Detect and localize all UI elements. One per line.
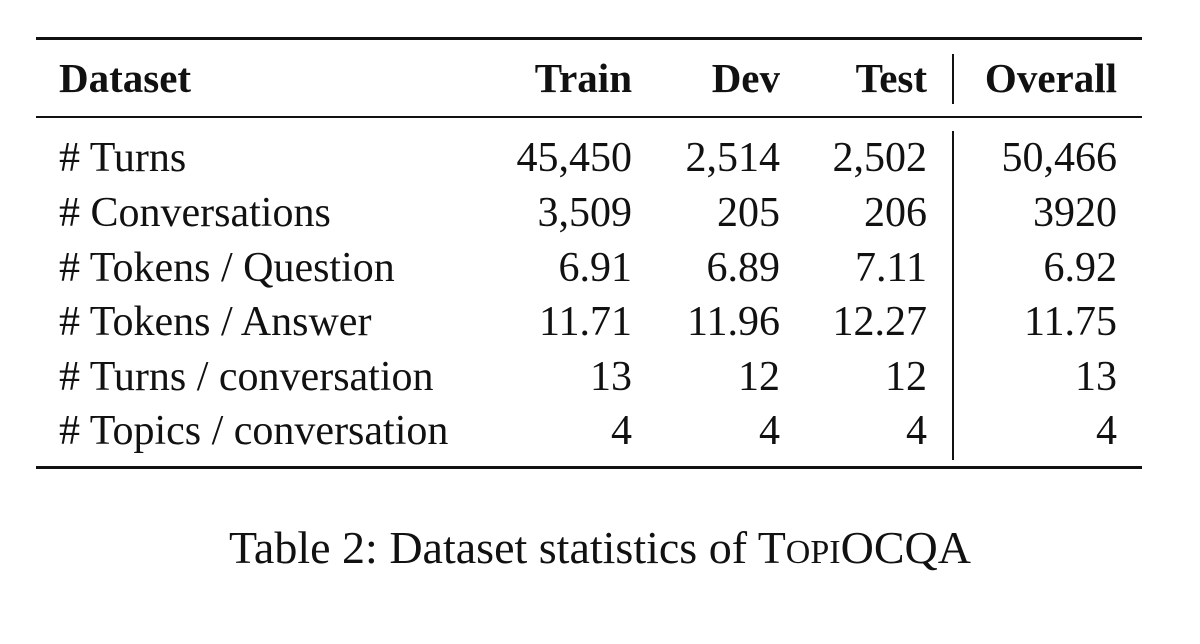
cell-test: 4 <box>906 408 927 454</box>
header-test: Test <box>855 55 927 101</box>
cell-overall: 6.92 <box>1043 245 1118 291</box>
table-caption: Table 2: Dataset statistics of TOPIOCQA <box>0 525 1200 571</box>
column-separator-body <box>952 131 954 460</box>
header-dataset: Dataset <box>59 55 192 101</box>
cell-dev: 2,514 <box>685 135 781 181</box>
cell-dev: 6.89 <box>706 245 781 291</box>
cell-overall: 13 <box>1075 354 1117 400</box>
cell-overall: 11.75 <box>1024 299 1117 345</box>
cell-dev: 4 <box>759 408 780 454</box>
header-dev: Dev <box>711 55 780 101</box>
row-label: # Turns <box>59 135 187 181</box>
row-label: # Topics / conversation <box>59 408 449 454</box>
cell-dev: 12 <box>738 354 780 400</box>
caption-prefix: Table 2: Dataset statistics of <box>229 522 758 573</box>
cell-train: 3,509 <box>537 190 633 236</box>
caption-name-part: OCQA <box>840 522 971 573</box>
cell-train: 13 <box>590 354 632 400</box>
cell-dev: 205 <box>717 190 780 236</box>
cell-overall: 4 <box>1096 408 1117 454</box>
cell-train: 4 <box>611 408 632 454</box>
cell-train: 11.71 <box>539 299 632 345</box>
row-label: # Turns / conversation <box>59 354 434 400</box>
cell-overall: 3920 <box>1033 190 1117 236</box>
row-label: # Tokens / Question <box>59 245 395 291</box>
bottom-rule <box>36 466 1142 469</box>
header-overall: Overall <box>984 55 1117 101</box>
cell-test: 12 <box>885 354 927 400</box>
column-separator-header <box>952 54 954 104</box>
caption-name-part: T <box>757 522 786 573</box>
cell-train: 45,450 <box>516 135 633 181</box>
top-rule <box>36 37 1142 40</box>
header-train: Train <box>534 55 632 101</box>
cell-train: 6.91 <box>558 245 633 291</box>
row-label: # Tokens / Answer <box>59 299 372 345</box>
caption-name-part: OPI <box>785 534 841 571</box>
cell-test: 2,502 <box>832 135 928 181</box>
header-rule <box>36 116 1142 118</box>
cell-test: 206 <box>864 190 927 236</box>
cell-dev: 11.96 <box>687 299 780 345</box>
row-label: # Conversations <box>59 190 331 236</box>
cell-test: 12.27 <box>832 299 928 345</box>
cell-test: 7.11 <box>855 245 927 291</box>
cell-overall: 50,466 <box>1001 135 1118 181</box>
